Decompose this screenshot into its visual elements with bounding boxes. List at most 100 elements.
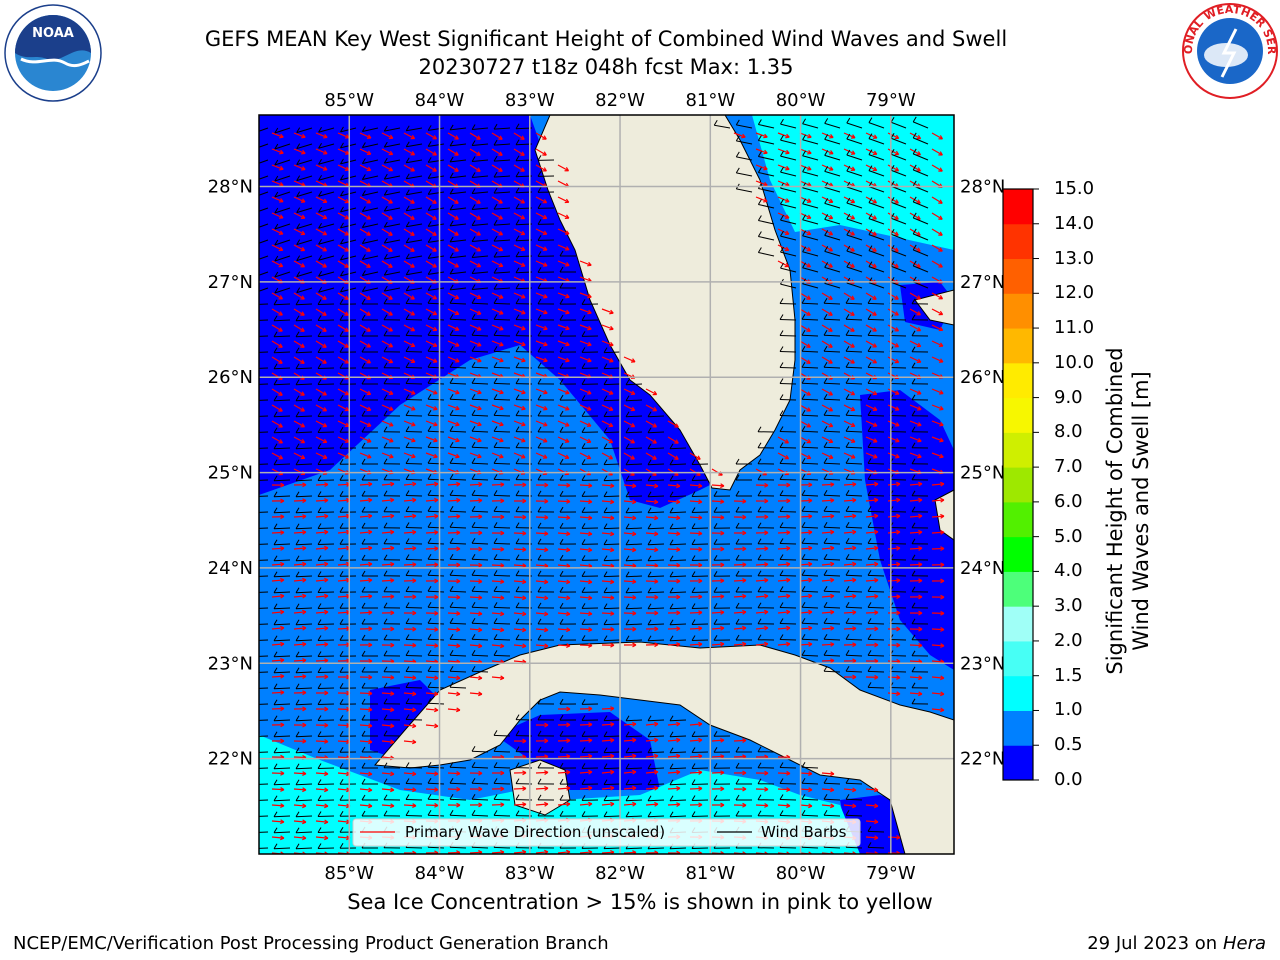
wave-direction-arrow bbox=[337, 627, 351, 630]
wave-direction-arrowhead bbox=[476, 215, 481, 220]
wind-barb-flag bbox=[339, 491, 344, 497]
wind-barb bbox=[296, 143, 313, 150]
wind-barb-flag bbox=[603, 619, 608, 625]
wave-direction-arrowhead bbox=[434, 594, 439, 600]
wave-direction-arrowhead bbox=[940, 481, 945, 487]
wave-direction-arrow bbox=[359, 515, 373, 518]
wind-barb-flag bbox=[779, 314, 784, 320]
wave-direction-arrow bbox=[491, 644, 504, 647]
wind-barb-flag bbox=[537, 762, 542, 769]
wave-direction-arrow bbox=[513, 803, 527, 806]
wind-barb-flag bbox=[317, 523, 322, 529]
wind-barb bbox=[603, 815, 621, 818]
wave-direction-arrowhead bbox=[389, 422, 394, 427]
wave-direction-arrowhead bbox=[566, 579, 571, 585]
wave-direction-arrow bbox=[865, 324, 877, 332]
wave-direction-arrow bbox=[293, 675, 307, 678]
colorbar-tick-label: 6.0 bbox=[1054, 490, 1083, 512]
wind-barb-flag bbox=[493, 474, 498, 480]
wind-barb-flag bbox=[735, 778, 740, 785]
wave-direction-arrow bbox=[887, 452, 900, 458]
wind-barb bbox=[449, 622, 467, 625]
wind-barb bbox=[867, 654, 885, 657]
wave-direction-arrowhead bbox=[630, 358, 636, 363]
wind-barb bbox=[317, 511, 335, 514]
wave-direction-arrowhead bbox=[478, 627, 483, 633]
wind-barb bbox=[405, 558, 423, 561]
wave-direction-arrowhead bbox=[676, 737, 681, 743]
wave-direction-arrowhead bbox=[610, 483, 615, 489]
wave-direction-arrow bbox=[447, 851, 461, 854]
wind-barb bbox=[273, 463, 291, 466]
wave-direction-arrowhead bbox=[434, 578, 439, 584]
wind-barb bbox=[669, 719, 687, 722]
wind-barb bbox=[295, 431, 313, 434]
wind-barb-flag bbox=[625, 539, 630, 546]
wave-direction-arrow bbox=[271, 196, 284, 203]
wave-direction-arrow bbox=[293, 772, 307, 775]
wave-direction-arrow bbox=[579, 388, 592, 395]
wind-barb-flag bbox=[801, 490, 806, 496]
wind-barb bbox=[295, 495, 313, 498]
wave-direction-arrowhead bbox=[279, 198, 284, 203]
wave-direction-arrowhead bbox=[828, 327, 833, 332]
wave-direction-arrowhead bbox=[280, 625, 285, 631]
wave-direction-arrowhead bbox=[852, 674, 857, 680]
wind-barb-flag bbox=[669, 763, 674, 769]
wind-barb-flag bbox=[868, 165, 873, 171]
wind-barb bbox=[823, 846, 841, 849]
footer-date: 29 Jul 2023 on Hera bbox=[1087, 933, 1266, 954]
wind-barb bbox=[259, 495, 269, 497]
wind-barb bbox=[295, 831, 313, 834]
wind-barb-flag bbox=[405, 189, 410, 195]
wave-direction-arrow bbox=[293, 611, 307, 614]
wave-direction-arrowhead bbox=[412, 803, 417, 809]
wave-direction-arrow bbox=[557, 580, 570, 583]
wave-direction-arrow bbox=[557, 212, 570, 219]
wave-direction-arrowhead bbox=[500, 611, 505, 617]
wind-barb-flag bbox=[581, 459, 586, 465]
wave-direction-arrow bbox=[293, 579, 307, 582]
wave-direction-arrowhead bbox=[367, 454, 372, 459]
wave-direction-arrowhead bbox=[368, 642, 373, 648]
wave-direction-arrow bbox=[337, 595, 351, 598]
wind-barb bbox=[405, 622, 423, 625]
wave-direction-arrowhead bbox=[872, 263, 877, 268]
wind-barb-flag bbox=[449, 633, 454, 640]
wave-direction-arrow bbox=[359, 132, 372, 139]
wind-barb bbox=[273, 495, 291, 498]
wave-direction-arrowhead bbox=[786, 625, 791, 631]
wind-barb bbox=[801, 622, 819, 625]
wind-barb-flag bbox=[339, 443, 344, 449]
wave-direction-arrow bbox=[315, 547, 329, 550]
wave-direction-arrow bbox=[491, 483, 505, 486]
wind-barb-flag bbox=[713, 635, 718, 641]
wave-direction-arrowhead bbox=[608, 455, 614, 460]
wind-barb-flag bbox=[427, 298, 432, 304]
wind-barb-flag bbox=[471, 601, 476, 608]
wind-barb bbox=[273, 767, 291, 770]
wave-direction-arrow bbox=[557, 516, 571, 519]
wave-direction-arrowhead bbox=[566, 706, 571, 712]
wind-barb-flag bbox=[581, 507, 586, 513]
wave-direction-arrow bbox=[535, 324, 548, 330]
wave-direction-arrow bbox=[887, 692, 901, 695]
wave-direction-arrow bbox=[447, 164, 459, 172]
wave-direction-arrowhead bbox=[676, 785, 681, 791]
wind-barb bbox=[603, 719, 621, 722]
wind-barb bbox=[273, 655, 291, 658]
wind-barb-flag bbox=[537, 794, 542, 801]
wave-direction-arrowhead bbox=[940, 707, 945, 713]
wave-direction-arrowhead bbox=[610, 515, 615, 521]
wind-barb bbox=[318, 287, 335, 293]
wave-direction-arrowhead bbox=[344, 247, 349, 252]
wave-direction-arrow bbox=[447, 772, 461, 775]
wind-barb-flag bbox=[427, 253, 432, 259]
wind-barb-flag bbox=[295, 299, 300, 305]
wave-direction-arrowhead bbox=[411, 453, 416, 459]
wave-direction-arrow bbox=[381, 804, 395, 807]
wind-barb bbox=[273, 623, 291, 626]
wave-direction-arrow bbox=[579, 596, 593, 599]
wind-barb-flag bbox=[339, 507, 344, 513]
wind-barb bbox=[362, 239, 379, 244]
